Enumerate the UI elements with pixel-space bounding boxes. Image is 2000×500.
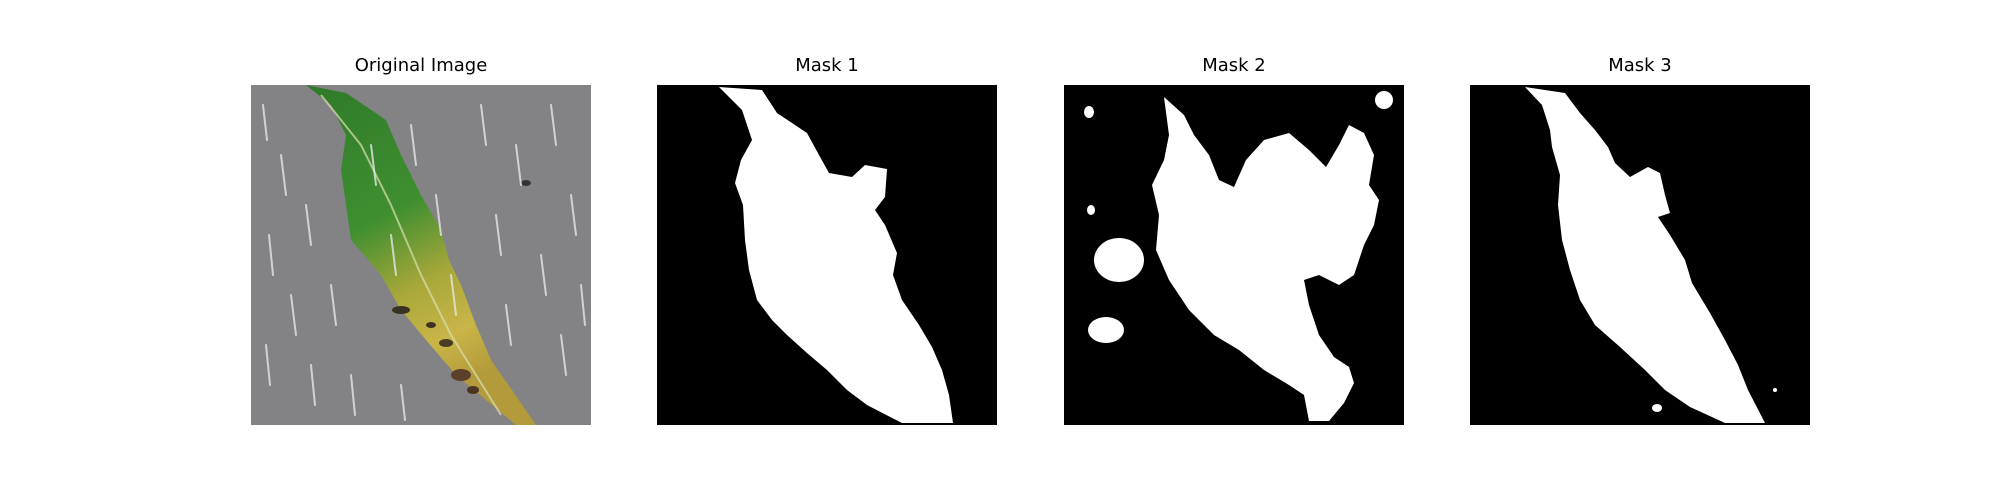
mask-1-image <box>657 85 997 425</box>
panel-title: Original Image <box>354 55 488 76</box>
mask-2-image <box>1064 85 1404 425</box>
mask-3-image <box>1470 85 1810 425</box>
original-leaf-image <box>251 85 591 425</box>
panel-title: Mask 3 <box>1608 55 1672 76</box>
panel-title: Mask 2 <box>1202 55 1266 76</box>
panel-title: Mask 1 <box>795 55 859 76</box>
